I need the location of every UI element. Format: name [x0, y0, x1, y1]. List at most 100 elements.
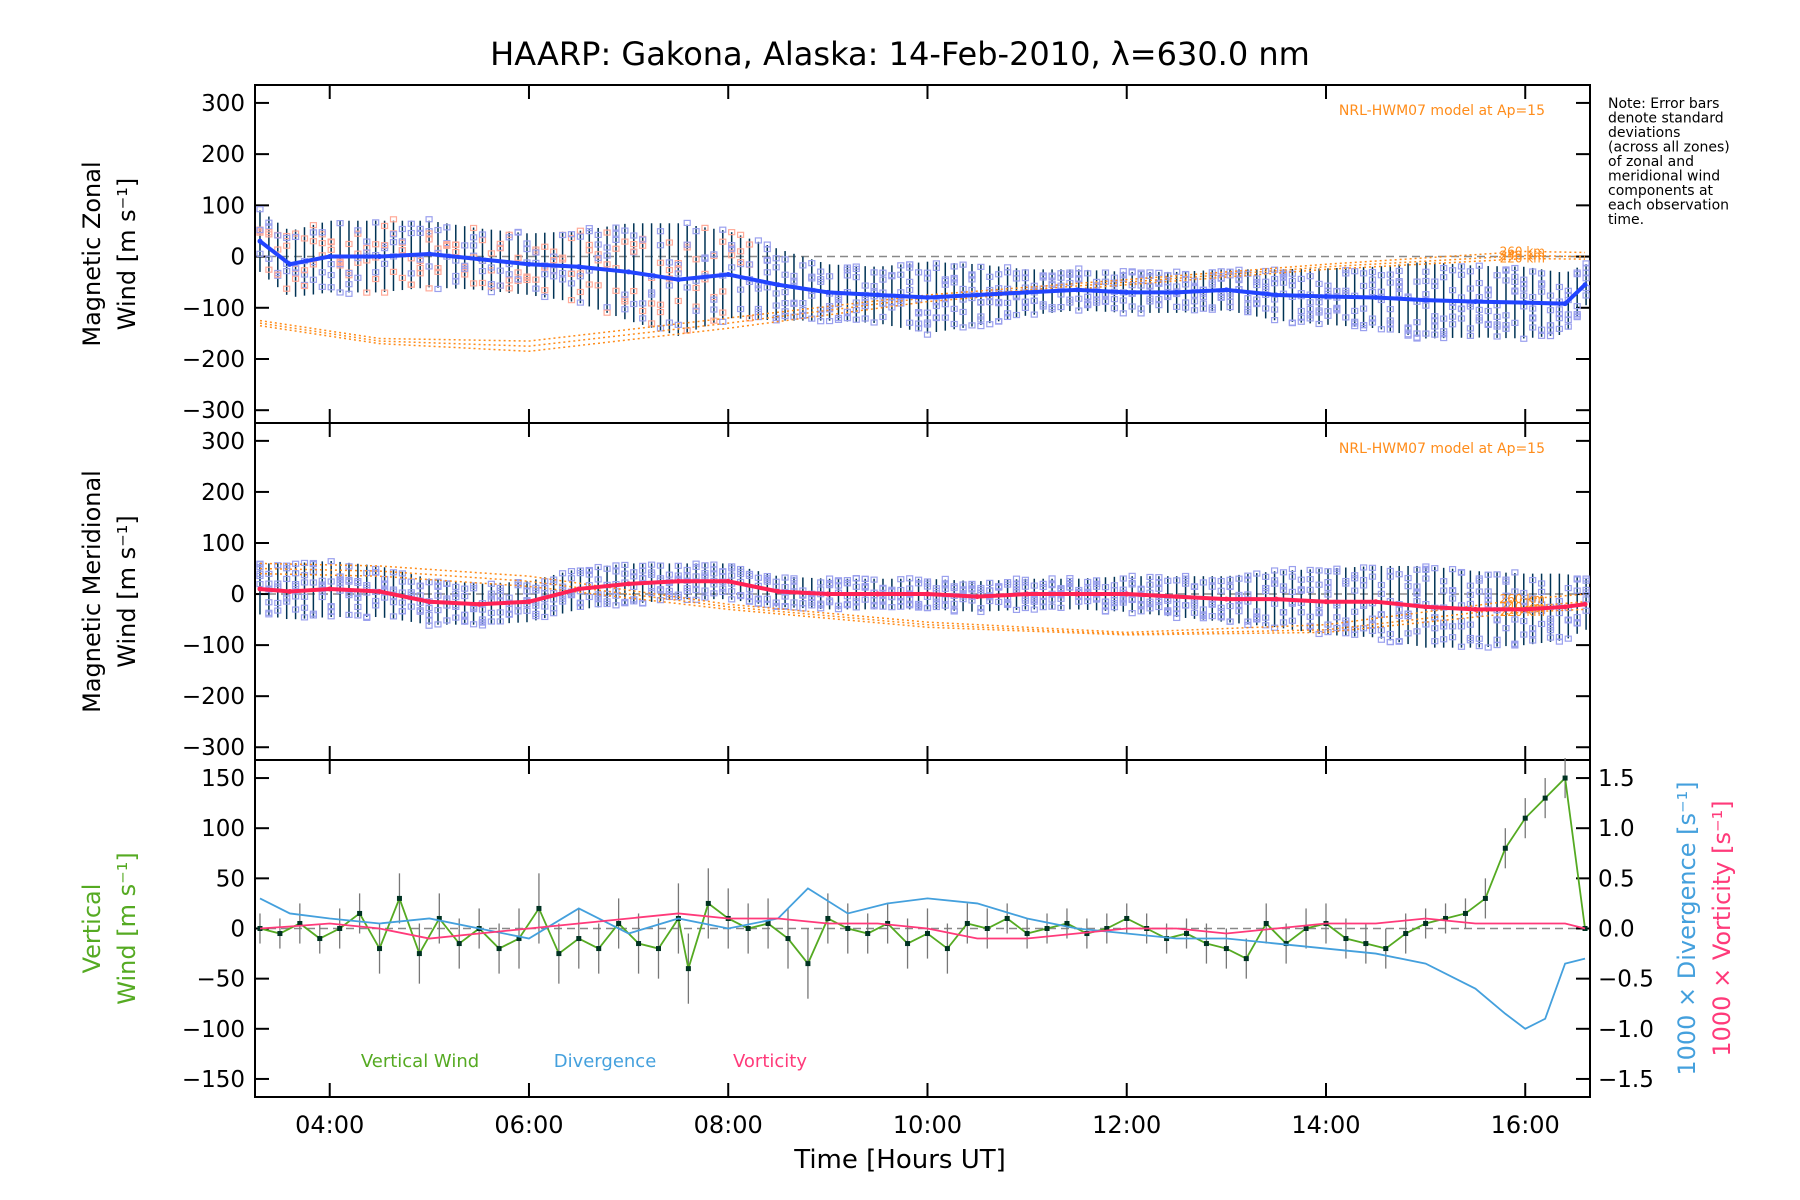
sample-point: [1279, 619, 1288, 626]
sample-point: [1582, 586, 1590, 594]
sample-point: [1511, 588, 1519, 595]
sample-point: [496, 240, 504, 247]
vertical-wind-point: [1184, 931, 1190, 937]
sample-point: [736, 286, 745, 293]
sample-point: [1155, 302, 1163, 309]
sample-point: [852, 306, 860, 314]
sample-point: [1377, 272, 1385, 279]
sample-point: [603, 252, 611, 259]
sample-point: [1502, 277, 1510, 284]
sample-point: [594, 254, 602, 262]
sample-point: [1084, 293, 1092, 300]
vertical-wind-point: [317, 936, 323, 942]
sample-point: [781, 289, 789, 296]
sample-point: [496, 609, 504, 616]
sample-point: [309, 579, 317, 586]
sample-point: [941, 314, 949, 321]
sample-point: [701, 254, 709, 261]
sample-point: [1555, 638, 1563, 645]
sample-point: [1529, 305, 1537, 312]
sample-point: [1119, 275, 1127, 282]
sample-point: [986, 579, 994, 586]
sample-point: [1030, 297, 1038, 305]
sample-point: [1475, 635, 1483, 642]
x-tick-label: 10:00: [893, 1111, 962, 1139]
sample-point: [683, 219, 691, 227]
model-label: NRL-HWM07 model at Ap=15: [1339, 103, 1545, 119]
sample-point: [674, 562, 682, 569]
sample-point: [1537, 620, 1546, 628]
model-label: NRL-HWM07 model at Ap=15: [1339, 441, 1545, 457]
mean-wind-point: [875, 591, 881, 597]
sample-point: [354, 594, 362, 601]
model-curve: [259, 562, 1586, 634]
sample-point: [532, 613, 540, 620]
sample-point: [665, 259, 673, 266]
sample-point: [1342, 623, 1350, 630]
y-tick-label: 200: [201, 480, 245, 506]
note-line: (across all zones): [1608, 140, 1730, 156]
x-tick-label: 04:00: [295, 1111, 364, 1139]
sample-point: [630, 300, 638, 308]
sample-point: [621, 291, 629, 298]
sample-point: [407, 281, 415, 288]
sample-point: [1520, 589, 1528, 597]
sample-point: [1181, 602, 1190, 609]
sample-point: [283, 267, 291, 275]
sample-point: [1110, 305, 1118, 312]
sample-point: [1208, 601, 1216, 608]
sample-point: [1475, 588, 1483, 595]
sample-point: [434, 583, 442, 590]
sample-point: [665, 239, 673, 246]
sample-point: [1084, 300, 1092, 307]
sample-point: [1502, 322, 1510, 329]
sample-point: [541, 287, 549, 294]
sample-point: [986, 597, 994, 605]
sample-point: [1368, 615, 1377, 622]
sample-point: [532, 285, 540, 292]
vertical-wind-point: [1542, 795, 1548, 801]
sample-point: [291, 570, 300, 577]
sample-point: [558, 570, 567, 577]
vertical-wind-point: [845, 926, 851, 931]
sample-point: [1270, 577, 1279, 584]
sample-point: [692, 284, 700, 292]
sample-point: [1146, 598, 1154, 605]
sample-point: [434, 285, 442, 293]
sample-point: [1448, 587, 1457, 595]
sample-point: [469, 224, 478, 232]
sample-point: [1359, 564, 1368, 571]
sample-point: [656, 242, 665, 249]
sample-point: [1413, 330, 1421, 337]
y-tick-label: −50: [196, 967, 245, 993]
sample-point: [469, 234, 478, 241]
sample-point: [1440, 578, 1448, 585]
sample-point: [416, 225, 424, 232]
sample-point: [1030, 582, 1038, 589]
mean-wind-point: [1522, 300, 1528, 306]
sample-point: [1297, 307, 1305, 315]
y-tick-label: 150: [201, 766, 245, 792]
sample-point: [1529, 576, 1537, 584]
sample-point: [897, 597, 905, 605]
sample-point: [932, 314, 940, 321]
sample-point: [719, 288, 727, 295]
sample-point: [1012, 575, 1021, 582]
sample-point: [834, 578, 843, 585]
sample-point: [923, 309, 932, 316]
sample-point: [1306, 576, 1314, 583]
y-tick-label: −100: [182, 296, 245, 322]
sample-point: [710, 590, 718, 597]
sample-point: [274, 599, 282, 607]
sample-point: [630, 241, 638, 248]
sample-point: [1324, 308, 1332, 315]
sample-point: [1288, 282, 1296, 289]
sample-point: [327, 271, 335, 279]
sample-point: [363, 614, 371, 621]
mean-wind-point: [675, 578, 681, 584]
sample-point: [692, 307, 700, 314]
vertical-wind-point: [496, 946, 502, 952]
sample-point: [585, 225, 593, 232]
sample-point: [1422, 291, 1430, 298]
sample-point: [665, 571, 673, 578]
